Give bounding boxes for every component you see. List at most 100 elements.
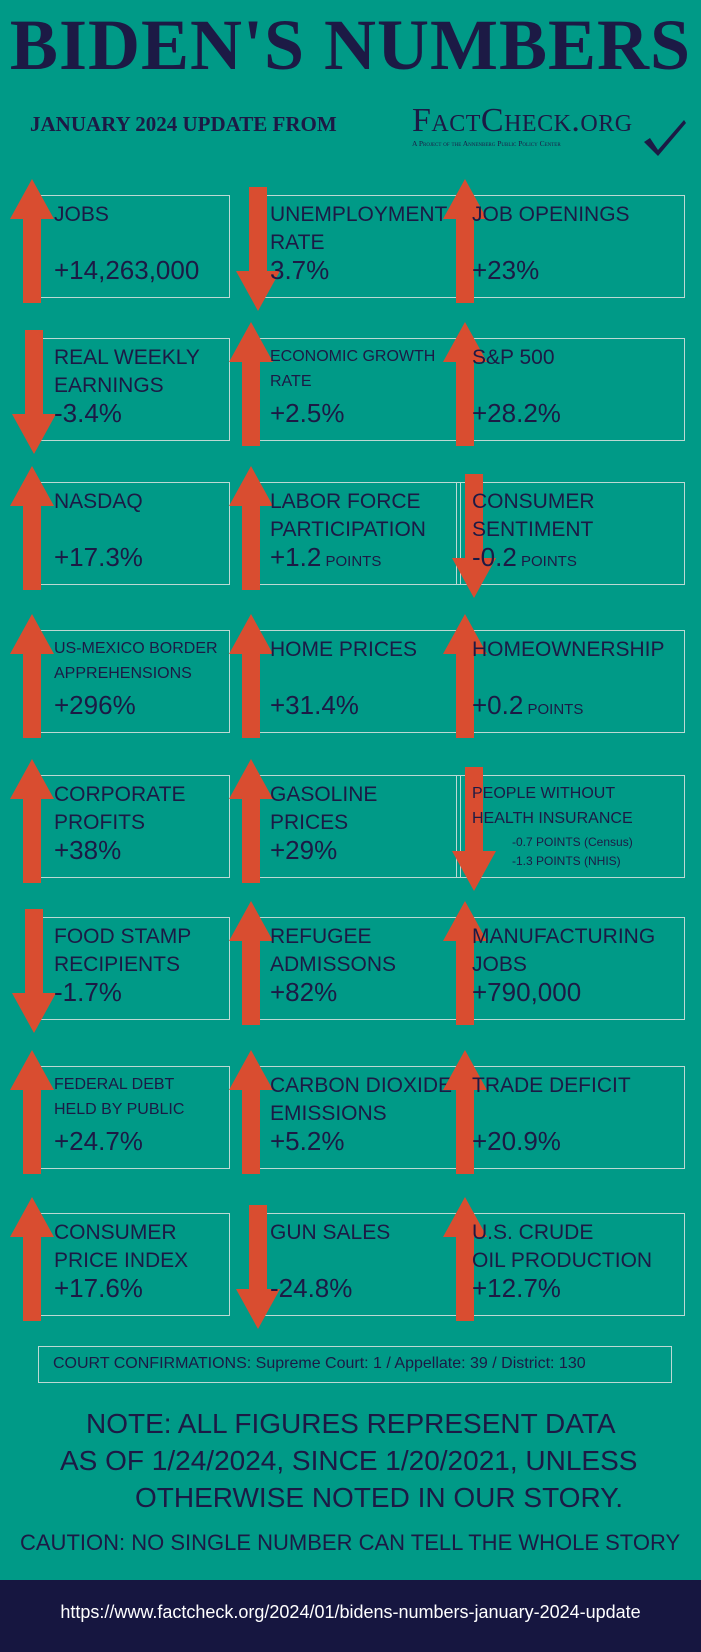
stat-value: +17.6% — [54, 1273, 143, 1303]
stat-label: RATE — [270, 231, 325, 254]
note-line-3: OTHERWISE NOTED IN OUR STORY. — [135, 1482, 624, 1513]
stat-label: PRICES — [270, 811, 349, 834]
stat-label: PROFITS — [54, 811, 146, 834]
arrow-up-icon — [229, 1050, 273, 1174]
stat-value: +31.4% — [270, 690, 359, 720]
stat-label: GASOLINE — [270, 783, 378, 806]
stat-label: PRICE INDEX — [54, 1249, 189, 1272]
stat-value: +20.9% — [472, 1126, 561, 1156]
stat-unit: POINTS — [321, 553, 382, 570]
note-line-1: NOTE: ALL FIGURES REPRESENT DATA — [86, 1408, 616, 1439]
stat-value: +28.2% — [472, 398, 561, 428]
page-title: BIDEN'S NUMBERS — [9, 5, 692, 85]
note-line-2: AS OF 1/24/2024, SINCE 1/20/2021, UNLESS — [60, 1445, 638, 1476]
stat-value: +23% — [472, 255, 540, 285]
stat-value: -0.2 POINTS — [472, 542, 577, 572]
arrow-down-icon — [452, 767, 496, 891]
factcheck-logo[interactable]: FactCheck.org A Project of the Annenberg… — [412, 104, 686, 164]
stat-label: REAL WEEKLY — [54, 346, 200, 369]
arrow-up-icon — [229, 466, 273, 590]
checkmark-icon — [644, 120, 686, 156]
stat-value: +0.2 POINTS — [472, 690, 584, 720]
stat-value: +2.5% — [270, 398, 345, 428]
stat-label: SENTIMENT — [472, 518, 594, 541]
stat-label: TRADE DEFICIT — [472, 1074, 631, 1097]
stat-label: UNEMPLOYMENT — [270, 203, 448, 226]
stat-label: REFUGEE — [270, 925, 372, 948]
arrow-down-icon — [236, 1205, 280, 1329]
stat-label: JOBS — [54, 203, 109, 226]
stat-label: FOOD STAMP — [54, 925, 192, 948]
stat-label: ADMISSONS — [270, 953, 397, 976]
stat-label: HEALTH INSURANCE — [472, 810, 633, 827]
stat-value: +12.7% — [472, 1273, 561, 1303]
stat-subvalue: -1.3 POINTS (NHIS) — [512, 854, 621, 868]
arrow-up-icon — [229, 614, 273, 738]
arrow-up-icon — [443, 179, 487, 303]
stat-value: +24.7% — [54, 1126, 143, 1156]
stat-value: +38% — [54, 835, 122, 865]
stat-value: +17.3% — [54, 542, 143, 572]
arrow-up-icon — [10, 466, 54, 590]
arrow-up-icon — [229, 759, 273, 883]
stat-label: EMISSIONS — [270, 1102, 387, 1125]
stat-label: PEOPLE WITHOUT — [472, 785, 616, 802]
stat-subvalue: -0.7 POINTS (Census) — [512, 835, 633, 849]
stat-card-consumer-sentiment — [456, 482, 685, 585]
stat-label: HOME PRICES — [270, 638, 418, 661]
stat-label: CARBON DIOXIDE — [270, 1074, 453, 1097]
stat-label: US-MEXICO BORDER — [54, 640, 218, 657]
caution-text: CAUTION: NO SINGLE NUMBER CAN TELL THE W… — [20, 1530, 681, 1555]
stat-label: HOMEOWNERSHIP — [472, 638, 665, 661]
stat-value: -1.7% — [54, 977, 122, 1007]
stat-value: +29% — [270, 835, 338, 865]
stat-value: +14,263,000 — [54, 255, 200, 285]
stat-label: S&P 500 — [472, 346, 555, 369]
stat-label: APPREHENSIONS — [54, 665, 192, 682]
stat-label: FEDERAL DEBT — [54, 1076, 175, 1093]
stat-label: ECONOMIC GROWTH — [270, 348, 436, 365]
arrow-up-icon — [443, 901, 487, 1025]
stat-card-people-without-health-insurance — [456, 775, 685, 878]
arrow-up-icon — [229, 322, 273, 446]
stat-label: CORPORATE — [54, 783, 186, 806]
arrow-up-icon — [443, 1197, 487, 1321]
stat-unit: POINTS — [523, 701, 584, 718]
stat-value: -24.8% — [270, 1273, 353, 1303]
stat-value: +82% — [270, 977, 338, 1007]
arrow-up-icon — [10, 1197, 54, 1321]
stat-label: MANUFACTURING — [472, 925, 656, 948]
stat-value: +5.2% — [270, 1126, 345, 1156]
stat-label: OIL PRODUCTION — [472, 1249, 653, 1272]
logo-tagline: A Project of the Annenberg Public Policy… — [412, 139, 561, 148]
stat-label: RECIPIENTS — [54, 953, 181, 976]
stat-label: LABOR FORCE — [270, 490, 421, 513]
stat-value: +1.2 POINTS — [270, 542, 382, 572]
arrow-up-icon — [443, 322, 487, 446]
stat-value: +296% — [54, 690, 136, 720]
footer-bar: https://www.factcheck.org/2024/01/bidens… — [0, 1580, 701, 1652]
court-confirmations: COURT CONFIRMATIONS: Supreme Court: 1 / … — [38, 1346, 672, 1383]
stat-value: +790,000 — [472, 977, 582, 1007]
stat-label: RATE — [270, 373, 312, 390]
arrow-down-icon — [12, 330, 56, 454]
arrow-up-icon — [443, 614, 487, 738]
source-url-link[interactable]: https://www.factcheck.org/2024/01/bidens… — [60, 1602, 641, 1622]
arrow-up-icon — [443, 1050, 487, 1174]
arrow-up-icon — [10, 1050, 54, 1174]
stat-label: GUN SALES — [270, 1221, 391, 1244]
stat-label: NASDAQ — [54, 490, 143, 513]
stat-unit: POINTS — [516, 553, 577, 570]
arrow-up-icon — [10, 759, 54, 883]
stat-label: JOB OPENINGS — [472, 203, 630, 226]
arrow-down-icon — [236, 187, 280, 311]
stat-value: -3.4% — [54, 398, 122, 428]
stat-label: EARNINGS — [54, 374, 164, 397]
stat-label: CONSUMER — [472, 490, 595, 513]
stat-label: PARTICIPATION — [270, 518, 426, 541]
stat-label: JOBS — [472, 953, 527, 976]
arrow-down-icon — [12, 909, 56, 1033]
arrow-down-icon — [452, 474, 496, 598]
stat-label: U.S. CRUDE — [472, 1221, 594, 1244]
stat-value: 3.7% — [270, 255, 330, 285]
